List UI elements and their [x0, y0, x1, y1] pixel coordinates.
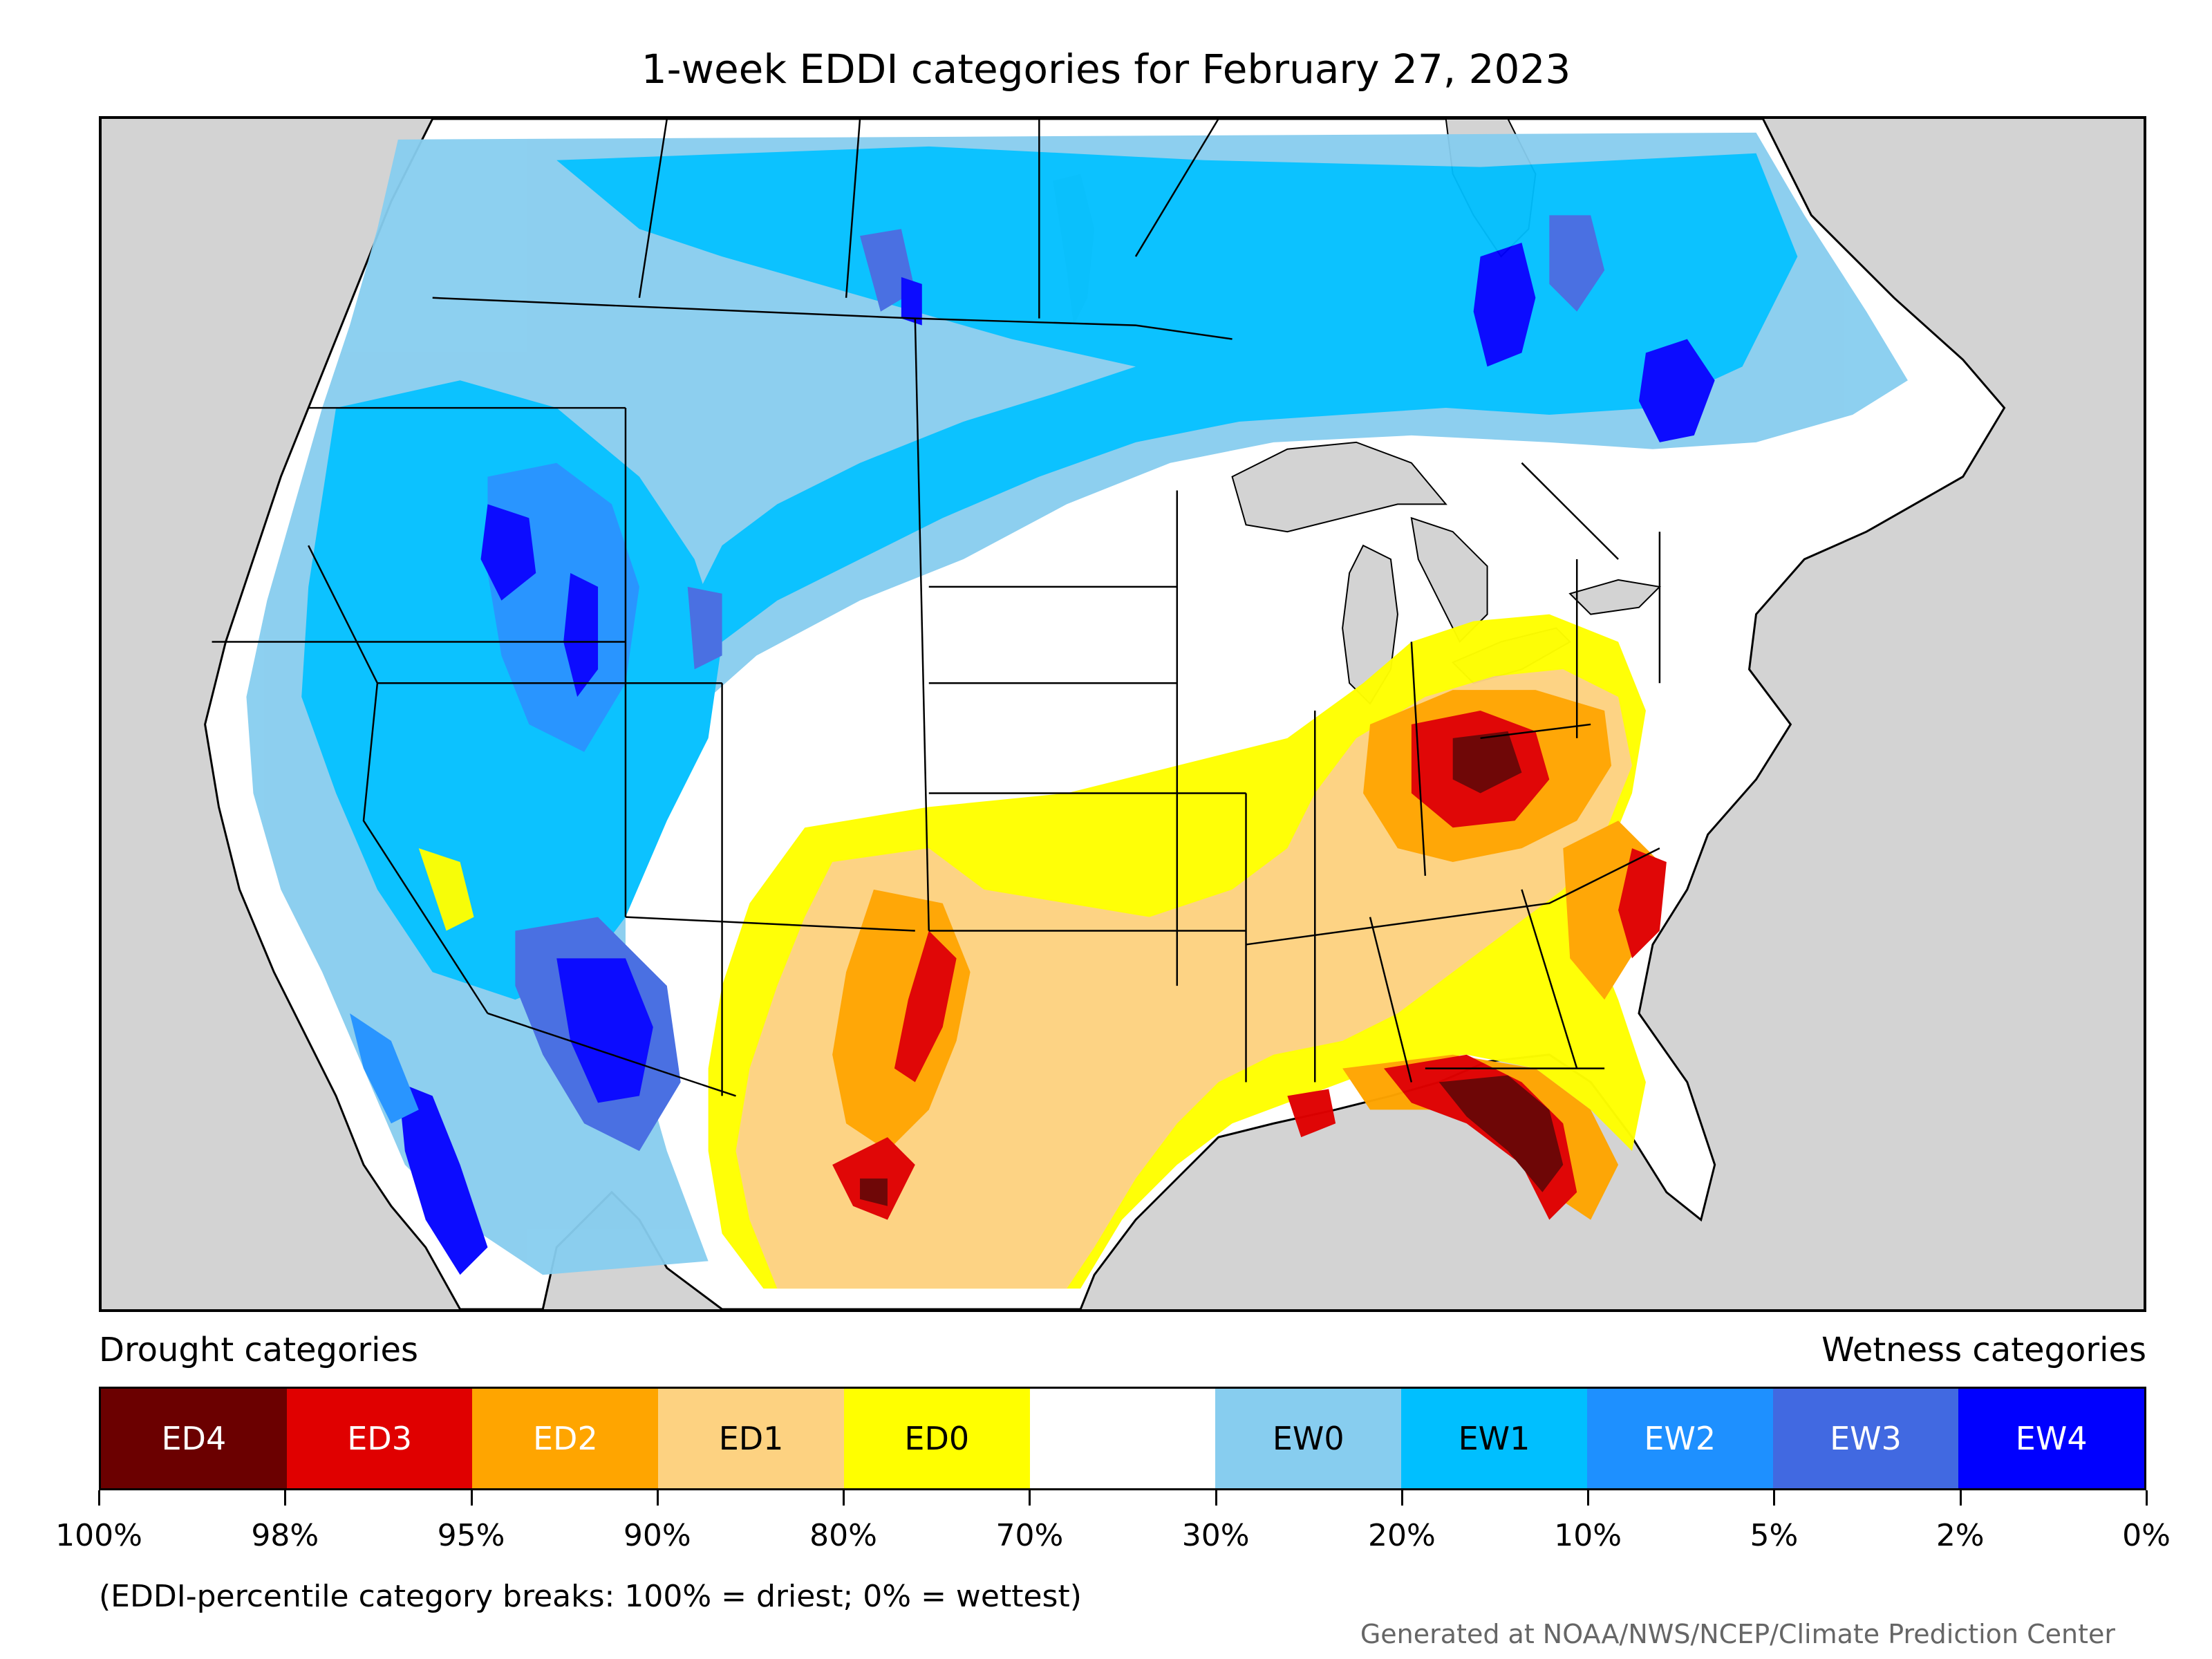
colorbar-cell-normal: [1029, 1389, 1216, 1488]
colorbar-tick-label: 5%: [1750, 1518, 1799, 1553]
colorbar-tick: [2146, 1490, 2148, 1506]
colorbar-tick: [284, 1490, 287, 1506]
drought-categories-heading: Drought categories: [99, 1331, 418, 1369]
colorbar-cell-ed1: ED1: [658, 1389, 844, 1488]
map-canvas: [102, 119, 2144, 1309]
colorbar-tick: [843, 1490, 845, 1506]
colorbar-tick-label: 95%: [437, 1518, 505, 1553]
colorbar-tick: [1587, 1490, 1590, 1506]
colorbar-ticks: [98, 1490, 2148, 1507]
colorbar-tick-label: 80%: [809, 1518, 877, 1553]
colorbar-cell-ed0: ED0: [843, 1389, 1030, 1488]
category-breaks-note: (EDDI-percentile category breaks: 100% =…: [99, 1579, 1082, 1614]
colorbar-tick: [1215, 1490, 1217, 1506]
colorbar-tick: [656, 1490, 659, 1506]
colorbar-tick-label: 10%: [1554, 1518, 1622, 1553]
colorbar-cell-ed3: ED3: [286, 1389, 473, 1488]
colorbar-tick: [98, 1490, 100, 1506]
colorbar-cell-ew3: EW3: [1772, 1389, 1959, 1488]
colorbar-cell-ew2: EW2: [1586, 1389, 1773, 1488]
wetness-categories-heading: Wetness categories: [1821, 1331, 2146, 1369]
colorbar-tick-label: 30%: [1181, 1518, 1250, 1553]
source-credit: Generated at NOAA/NWS/NCEP/Climate Predi…: [1360, 1619, 2115, 1649]
colorbar-tick-label: 70%: [995, 1518, 1064, 1553]
colorbar-tick-label: 90%: [623, 1518, 691, 1553]
colorbar-cell-ed2: ED2: [472, 1389, 659, 1488]
colorbar-tick: [1029, 1490, 1031, 1506]
colorbar-tick: [470, 1490, 473, 1506]
colorbar-tick-label: 98%: [251, 1518, 319, 1553]
colorbar-tick: [1773, 1490, 1776, 1506]
category-colorbar: ED4 ED3 ED2 ED1 ED0 EW0 EW1 EW2 EW3 EW4: [99, 1387, 2146, 1490]
wetness-areas: [246, 132, 1908, 1275]
colorbar-tick: [1959, 1490, 1962, 1506]
colorbar-cell-ew1: EW1: [1401, 1389, 1587, 1488]
lake-superior: [1231, 441, 1447, 533]
political-borders: [212, 119, 1661, 1097]
map-title: 1-week EDDI categories for February 27, …: [641, 46, 1571, 93]
lake-ontario: [1568, 579, 1661, 615]
eddi-map: [99, 116, 2146, 1312]
colorbar-cell-ew4: EW4: [1958, 1389, 2145, 1488]
colorbar-tick-label: 20%: [1368, 1518, 1436, 1553]
colorbar-cell-ew0: EW0: [1215, 1389, 1402, 1488]
colorbar-tick-label: 2%: [1936, 1518, 1985, 1553]
colorbar-tick: [1400, 1490, 1403, 1506]
colorbar-cell-ed4: ED4: [101, 1389, 287, 1488]
colorbar-tick-label: 100%: [55, 1518, 142, 1553]
colorbar-tick-label: 0%: [2122, 1518, 2171, 1553]
